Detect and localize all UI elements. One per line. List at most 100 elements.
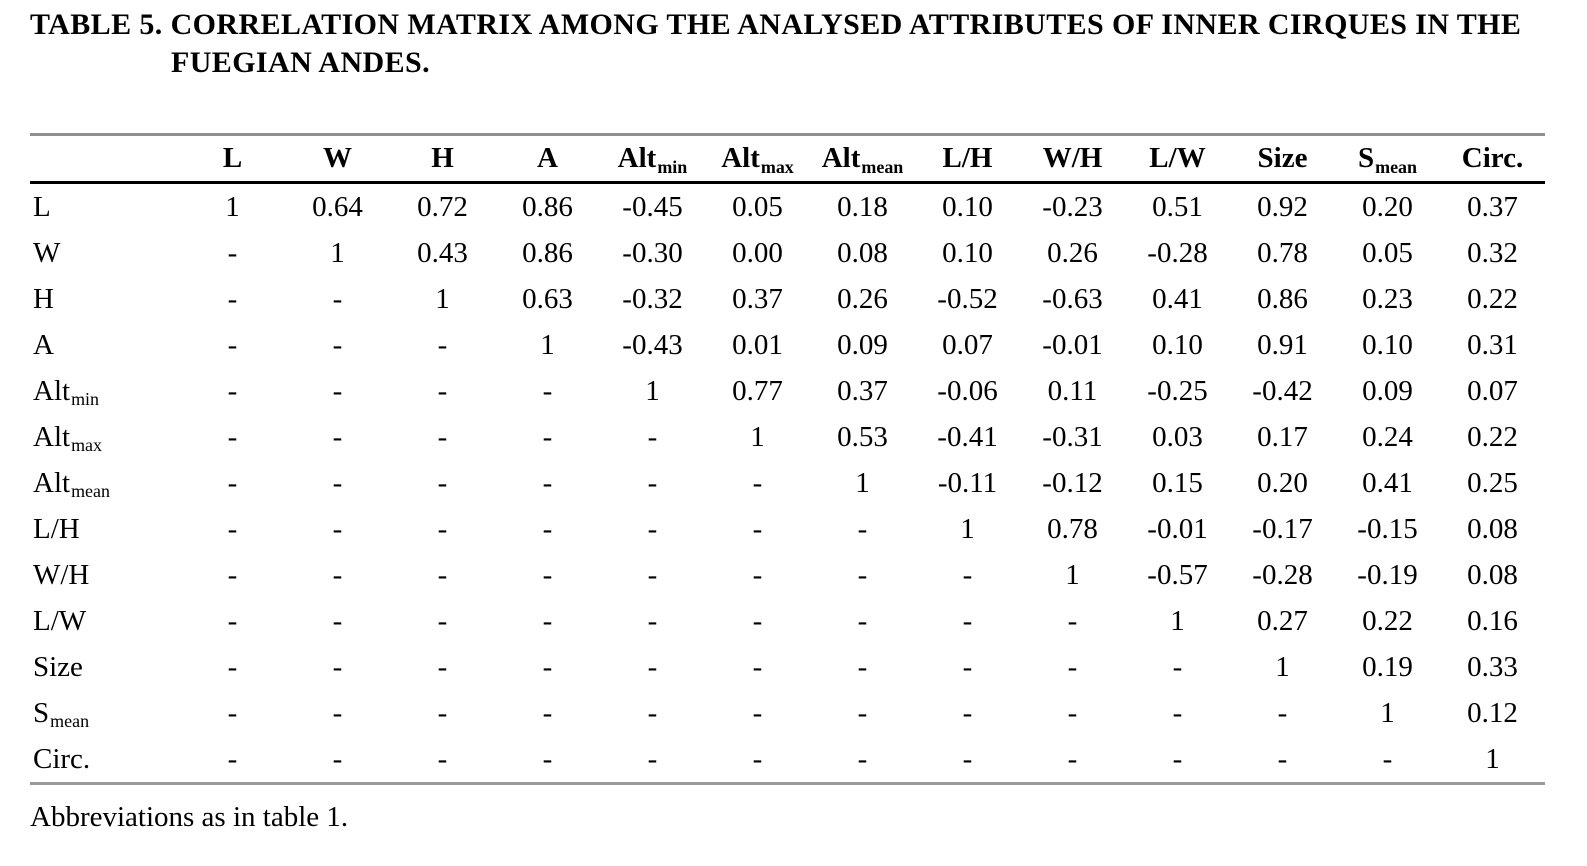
matrix-cell: - [1125, 736, 1230, 785]
table-row: L 1 0.64 0.72 0.86 -0.45 0.05 0.18 0.10 -0.23 0.51… [30, 183, 1545, 231]
matrix-cell: 0.26 [837, 282, 888, 315]
table-row: Altmax - - - - - 1 0.53 -0.41 -0.31 0.03 0.17 0.24 0.… [30, 414, 1545, 460]
column-header-altmean: Altmean [810, 133, 915, 184]
matrix-cell: -0.30 [622, 236, 683, 269]
table-footnote: Abbreviations as in table 1. [30, 801, 349, 833]
matrix-cell: - [227, 466, 238, 499]
matrix-cell: - [332, 650, 343, 683]
matrix-cell: 0.09 [1362, 374, 1413, 407]
matrix-cell: 0.08 [1467, 558, 1518, 591]
matrix-cell: 0.53 [837, 420, 888, 453]
matrix-cell: 0.41 [1362, 466, 1413, 499]
matrix-cell: 1 [330, 236, 345, 269]
matrix-cell: - [647, 512, 658, 545]
matrix-cell: -0.23 [1042, 190, 1103, 223]
matrix-cell: - [647, 696, 658, 729]
table-title: TABLE 5. CORRELATION MATRIX AMONG THE AN… [30, 6, 1521, 82]
matrix-cell: -0.32 [622, 282, 683, 315]
matrix-cell: 0.08 [1467, 512, 1518, 545]
matrix-cell: 0.11 [1047, 374, 1098, 407]
matrix-cell: - [227, 328, 238, 361]
subscript-text: max [760, 156, 794, 177]
matrix-cell: - [437, 650, 448, 683]
matrix-cell: -0.17 [1252, 512, 1313, 545]
matrix-cell: - [332, 558, 343, 591]
matrix-cell: - [437, 558, 448, 591]
matrix-cell: - [542, 374, 553, 407]
row-header-smean: Smean [33, 696, 90, 732]
matrix-cell: 1 [1380, 696, 1395, 729]
subscript-text: mean [50, 711, 90, 732]
matrix-cell: - [332, 282, 343, 315]
matrix-cell: - [857, 696, 868, 729]
matrix-cell: - [332, 420, 343, 453]
matrix-cell: 0.92 [1257, 190, 1308, 223]
matrix-cell: 0.27 [1257, 604, 1308, 637]
table-title-line1: TABLE 5. CORRELATION MATRIX AMONG THE AN… [30, 8, 1522, 41]
matrix-cell: - [962, 558, 973, 591]
matrix-cell: - [752, 558, 763, 591]
matrix-cell: -0.06 [937, 374, 998, 407]
column-header-h: H [390, 133, 495, 184]
matrix-cell: - [437, 374, 448, 407]
matrix-cell: - [542, 558, 553, 591]
matrix-cell: - [332, 604, 343, 637]
matrix-cell: 0.51 [1152, 190, 1203, 223]
matrix-cell: - [915, 736, 1020, 785]
matrix-cell: - [542, 650, 553, 683]
column-header-altmax: Altmax [705, 133, 810, 184]
matrix-cell: 0.17 [1257, 420, 1308, 453]
column-header-w-h: W/H [1020, 133, 1125, 184]
matrix-cell: - [1067, 650, 1078, 683]
column-header-w: W [285, 133, 390, 184]
matrix-cell: - [390, 736, 495, 785]
matrix-cell: - [437, 328, 448, 361]
matrix-cell: - [1277, 696, 1288, 729]
matrix-cell: 0.07 [1467, 374, 1518, 407]
row-header-a: A [33, 328, 54, 361]
matrix-cell: - [647, 420, 658, 453]
matrix-cell: 0.37 [732, 282, 783, 315]
matrix-cell: 0.24 [1362, 420, 1413, 453]
matrix-cell: 0.33 [1467, 650, 1518, 683]
matrix-cell: 0.22 [1467, 420, 1518, 453]
matrix-cell: 0.22 [1362, 604, 1413, 637]
matrix-cell: 0.16 [1467, 604, 1518, 637]
subscript-text: mean [71, 481, 110, 502]
matrix-cell: 0.86 [522, 236, 573, 269]
matrix-cell: -0.28 [1147, 236, 1208, 269]
matrix-cell: - [332, 328, 343, 361]
matrix-cell: - [227, 696, 238, 729]
column-header-altmin: Altmin [600, 133, 705, 184]
matrix-cell: 0.77 [732, 374, 783, 407]
matrix-cell: 1 [750, 420, 765, 453]
matrix-cell: - [752, 512, 763, 545]
matrix-cell: 0.78 [1257, 236, 1308, 269]
matrix-cell: -0.28 [1252, 558, 1313, 591]
matrix-cell: - [1335, 736, 1440, 785]
matrix-cell: 0.10 [1362, 328, 1413, 361]
column-header-a: A [495, 133, 600, 184]
matrix-cell: - [1172, 650, 1183, 683]
table-row: Circ. - - - - - - - - - - - -1 [30, 736, 1545, 785]
row-header-altmax: Altmax [33, 420, 102, 456]
matrix-cell: 1 [540, 328, 555, 361]
matrix-cell: 0.23 [1362, 282, 1413, 315]
matrix-cell: 0.32 [1467, 236, 1518, 269]
matrix-cell: -0.52 [937, 282, 998, 315]
table-row: L/H - - - - - - - 1 0.78 -0.01 -0.17 -0.15 0.08 [30, 506, 1545, 552]
table-row: Altmin - - - - 1 0.77 0.37 -0.06 0.11 -0.25 -0.42 0.… [30, 368, 1545, 414]
matrix-cell: - [227, 604, 238, 637]
matrix-cell: 0.20 [1362, 190, 1413, 223]
matrix-cell: - [705, 736, 810, 785]
matrix-cell: -0.41 [937, 420, 998, 453]
row-header-altmean: Altmean [33, 466, 110, 502]
matrix-cell: 0.25 [1467, 466, 1518, 499]
row-header-size: Size [33, 650, 83, 683]
matrix-cell: - [227, 512, 238, 545]
matrix-cell: - [285, 736, 390, 785]
table-row: Size - - - - - - - - - - 1 0.19 0.33 [30, 644, 1545, 690]
matrix-cell: 1 [225, 190, 240, 223]
matrix-cell: 0.00 [732, 236, 783, 269]
